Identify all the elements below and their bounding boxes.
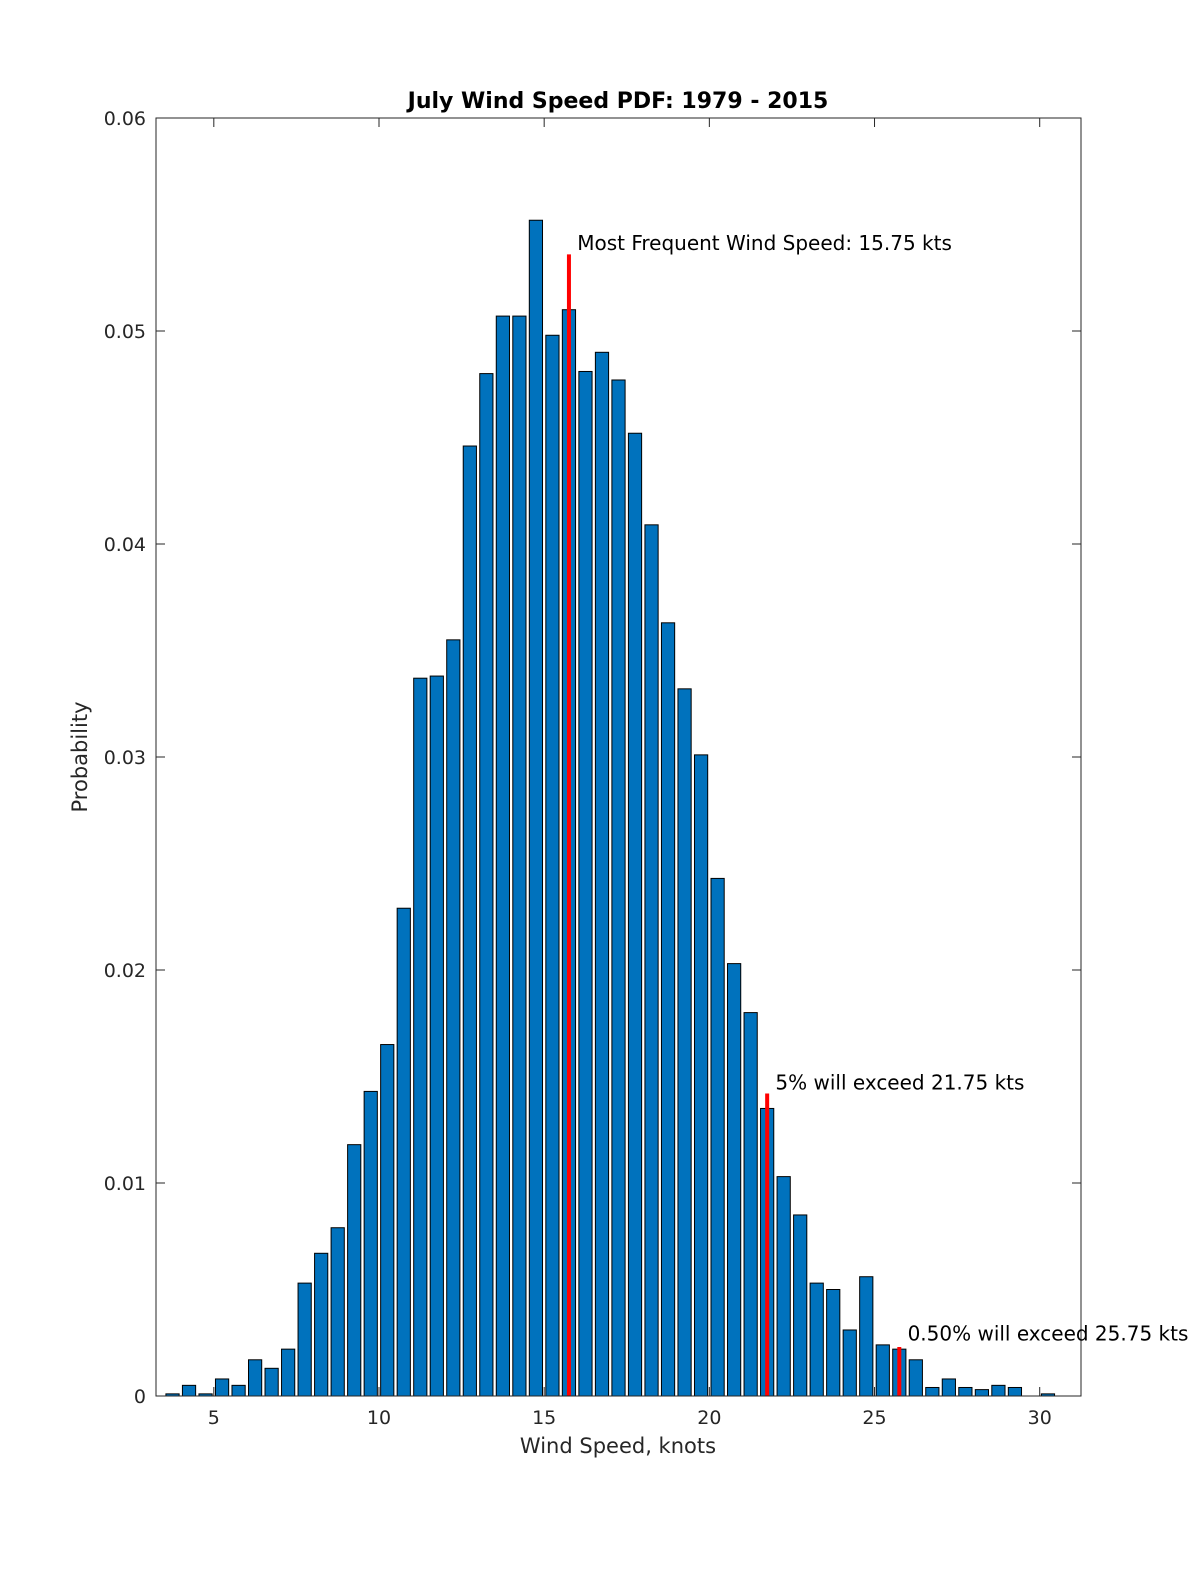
bar [809, 1282, 824, 1397]
bar [660, 622, 676, 1397]
bar [644, 524, 659, 1397]
bar [974, 1389, 989, 1397]
y-tick-label: 0.06 [104, 108, 146, 130]
bar [958, 1386, 973, 1397]
x-axis-label: Wind Speed, knots [520, 1434, 716, 1458]
bar [413, 677, 428, 1397]
bar [793, 1214, 808, 1397]
bar [297, 1282, 312, 1397]
bar [875, 1344, 890, 1397]
bars-layer [165, 219, 1056, 1397]
bar [264, 1367, 279, 1397]
x-tick-label: 20 [697, 1407, 721, 1429]
bar [991, 1384, 1006, 1397]
bar [776, 1176, 791, 1397]
bar [396, 907, 411, 1397]
bar [181, 1384, 197, 1397]
bar [594, 351, 610, 1397]
bar [743, 1012, 758, 1397]
x-tick-label: 30 [1028, 1407, 1052, 1429]
x-tick-label: 5 [208, 1407, 220, 1429]
x-tick-label: 15 [532, 1407, 556, 1429]
x-tick-label: 10 [367, 1407, 391, 1429]
bar [578, 370, 593, 1397]
bar [528, 219, 544, 1397]
bar [545, 334, 560, 1397]
y-tick-label: 0 [134, 1386, 146, 1408]
marker-annotation: 0.50% will exceed 25.75 kts [908, 1322, 1189, 1346]
bar [710, 877, 725, 1397]
x-tick-label: 25 [862, 1407, 886, 1429]
bar [512, 315, 527, 1397]
bar [611, 379, 626, 1397]
y-tick-label: 0.04 [104, 534, 146, 556]
bar [842, 1329, 857, 1397]
bar [462, 445, 477, 1397]
bar [693, 754, 709, 1397]
bar [859, 1276, 874, 1397]
bar [627, 432, 643, 1397]
bar [677, 688, 692, 1397]
ticks-layer: 5 10 15 20 25 30 0 0.01 0.02 0.03 0.04 0.05 0.06 [104, 108, 1081, 1429]
bar [281, 1348, 296, 1397]
y-tick-label: 0.03 [104, 747, 146, 769]
bar [1007, 1386, 1023, 1397]
bar [826, 1289, 841, 1397]
bar [446, 639, 461, 1397]
marker-annotation: 5% will exceed 21.75 kts [775, 1070, 1024, 1094]
y-tick-label: 0.01 [104, 1173, 146, 1195]
bar [231, 1384, 246, 1397]
bar [347, 1144, 362, 1397]
bar [941, 1378, 956, 1397]
markers-layer [566, 254, 902, 1396]
y-axis-label: Probability [68, 701, 92, 812]
bar [248, 1359, 263, 1397]
bar [314, 1252, 329, 1397]
marker-annotation: Most Frequent Wind Speed: 15.75 kts [577, 231, 952, 255]
chart-title: July Wind Speed PDF: 1979 - 2015 [406, 89, 829, 114]
bar [380, 1044, 395, 1397]
bar [495, 315, 510, 1397]
bar [727, 963, 742, 1397]
annotations-layer: Most Frequent Wind Speed: 15.75 kts 5% wi… [577, 231, 1188, 1346]
bar [908, 1359, 923, 1397]
bar [214, 1378, 230, 1397]
bar [479, 373, 494, 1397]
y-tick-label: 0.02 [104, 960, 146, 982]
bar [429, 675, 444, 1397]
bar [363, 1090, 378, 1397]
bar [925, 1386, 940, 1397]
bar [330, 1227, 345, 1397]
y-tick-label: 0.05 [104, 321, 146, 343]
